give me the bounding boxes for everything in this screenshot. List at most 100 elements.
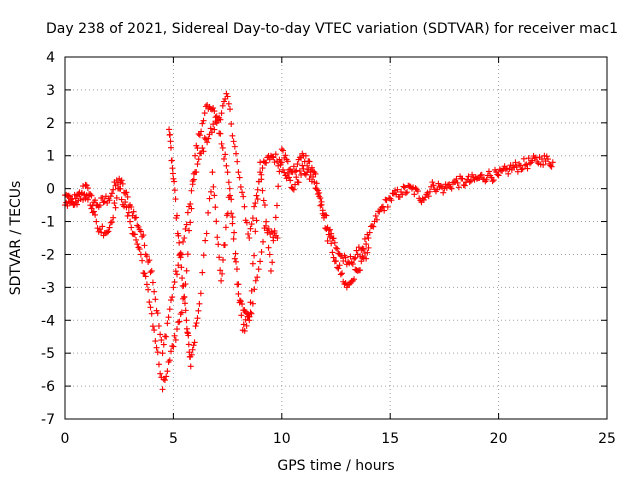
data-point [90,208,97,215]
data-point [119,180,126,187]
data-point [202,237,209,244]
data-point [179,275,186,282]
data-point [146,299,153,306]
data-point [223,162,230,169]
data-point [239,189,246,196]
data-point [266,251,273,258]
data-point [231,229,238,236]
data-point [169,170,176,177]
data-point [514,168,521,175]
data-point [87,202,94,209]
data-point [123,189,130,196]
data-point [246,235,253,241]
data-point [170,343,177,350]
data-point [353,247,360,254]
data-point [466,179,473,186]
data-point [249,300,256,307]
data-point [333,244,339,251]
data-point [430,182,437,189]
y-tick-label: 2 [46,116,55,132]
data-point [164,368,171,375]
data-point [200,148,207,155]
data-point [118,196,125,203]
data-point [201,134,208,141]
data-point [330,254,337,261]
data-point [215,241,222,248]
data-point [236,174,243,181]
data-point [130,208,137,215]
data-point [148,310,155,317]
data-point [448,185,455,192]
data-point [259,187,266,194]
data-point [224,210,231,217]
data-point [175,262,182,269]
data-point [84,185,91,192]
data-point [351,255,358,262]
data-point [178,309,185,316]
data-point [180,282,187,289]
data-point [461,182,468,189]
data-point [372,212,379,219]
data-point [180,238,187,245]
data-point [172,196,179,203]
data-point [233,258,240,265]
data-point [147,269,154,276]
data-point [548,163,555,170]
data-point [349,261,356,268]
data-point [166,306,173,313]
data-point [261,202,268,209]
data-point [96,202,103,209]
data-point [272,151,279,158]
data-point [235,169,242,176]
data-point [106,197,113,204]
data-point [207,125,214,132]
data-point [525,155,532,162]
data-point [273,202,280,209]
data-point [296,168,303,175]
data-point [253,217,260,224]
data-point [465,173,472,180]
data-point [229,132,236,139]
data-point [364,249,371,256]
data-point [295,179,302,186]
data-point [211,126,218,133]
data-point [190,342,197,349]
data-point [157,331,164,338]
data-point [187,363,194,370]
data-point [241,327,248,334]
x-tick-label: 0 [61,431,70,447]
data-point [152,296,159,303]
data-point [313,186,320,193]
data-point [264,229,271,236]
data-point [229,214,236,221]
data-point [167,131,174,138]
data-point [184,209,191,216]
data-point [110,186,117,193]
data-point [83,182,90,189]
data-point [495,172,502,179]
data-point [485,168,492,175]
data-point [476,174,483,181]
data-point [236,297,243,304]
data-point [248,221,255,228]
data-point [134,241,141,248]
y-tick-label: -1 [41,215,55,231]
data-point [189,346,196,353]
data-point [455,184,462,191]
data-point [238,312,245,319]
data-point [281,169,288,176]
data-point [289,185,296,192]
data-point [199,120,206,127]
data-point [182,307,189,314]
data-point [149,279,156,286]
data-point [177,254,184,261]
data-point [518,166,525,173]
y-tick-label: -3 [41,280,55,296]
data-point [340,257,347,264]
data-point [351,276,358,283]
data-point [363,255,370,262]
data-point [163,333,170,340]
y-tick-label: 4 [46,50,55,66]
data-point [505,170,512,177]
data-point [237,298,244,305]
